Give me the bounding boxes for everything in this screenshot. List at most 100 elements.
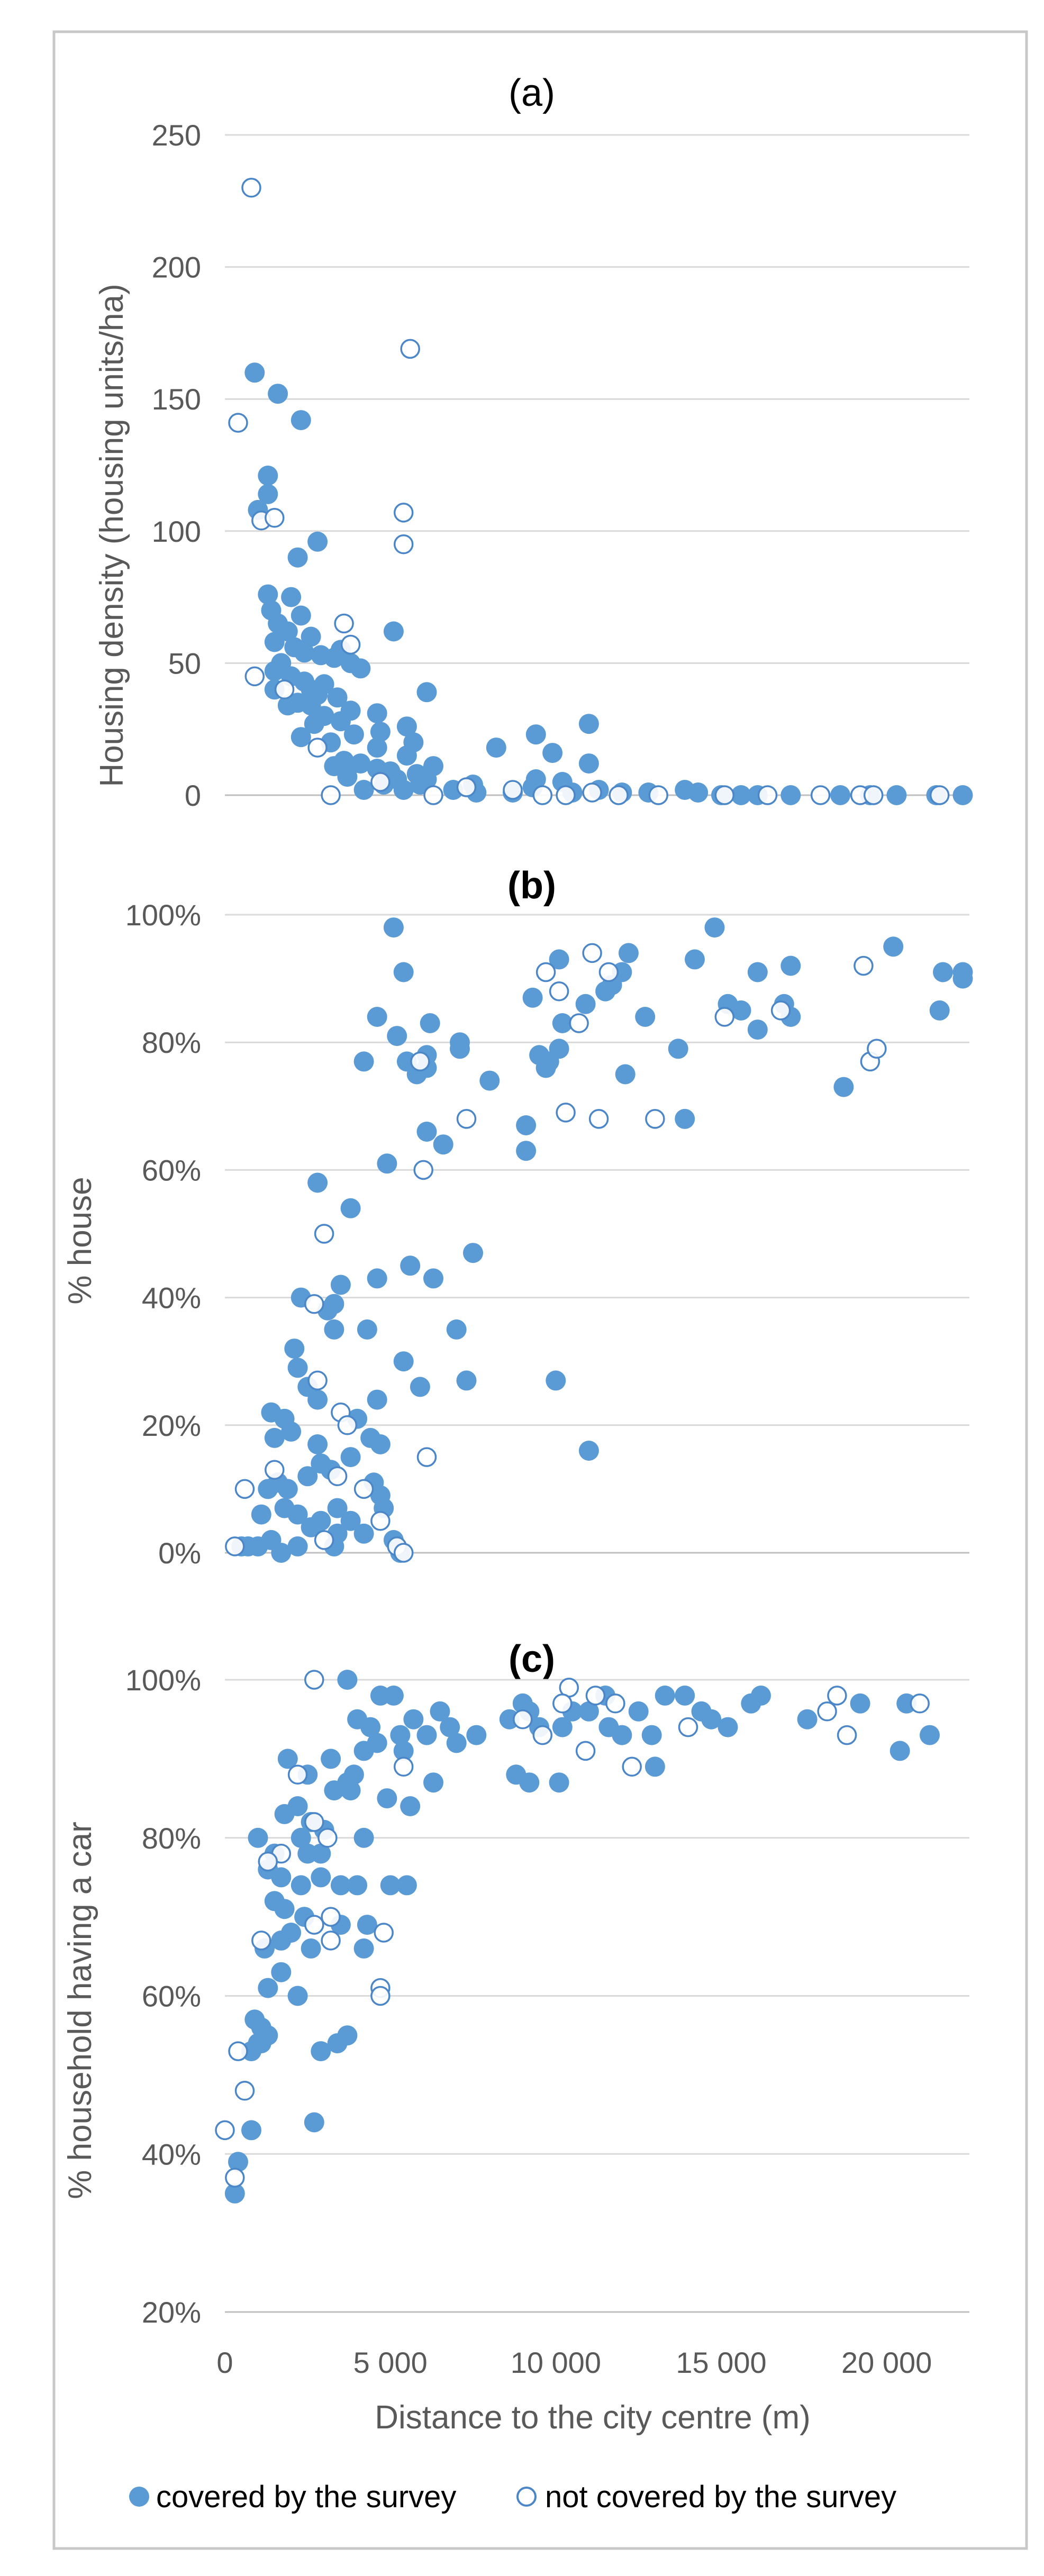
panel-a-point-covered [367, 703, 387, 724]
panel-c-point-covered [321, 1749, 341, 1769]
panel-b-point-covered [307, 1389, 328, 1410]
panel-a-point-covered [258, 484, 278, 504]
panel-c-point-covered [357, 1915, 377, 1935]
panel-c-point-covered [644, 1756, 665, 1777]
panel-a-point-not-covered [265, 508, 285, 528]
panel-c-point-covered [655, 1685, 675, 1706]
panel-c-point-covered [290, 1875, 311, 1896]
panel-b-point-not-covered [770, 1000, 791, 1021]
panel-b-point-not-covered [867, 1039, 887, 1059]
panel-a-point-covered [396, 745, 417, 766]
panel-c-point-not-covered [215, 2120, 235, 2141]
panel-c-point-covered [330, 1875, 351, 1896]
panel-c-point-covered [751, 1685, 771, 1706]
panel-a-y-ticks: 0 50 100 150 200 250 [152, 119, 201, 812]
panel-a-points [228, 178, 973, 805]
legend-not-covered-label: not covered by the survey [545, 2480, 896, 2514]
panel-b-point-covered [367, 1007, 387, 1027]
panel-a-point-covered [337, 767, 358, 787]
panel-b-point-not-covered [598, 962, 619, 982]
panel-c-x-ticks: 0 5 000 10 000 15 000 20 000 [216, 2346, 932, 2379]
panel-c-point-not-covered [552, 1694, 573, 1714]
panel-b-point-not-covered [370, 1510, 391, 1531]
panel-c-point-covered [430, 1701, 450, 1722]
panel-a-point-not-covered [582, 782, 602, 803]
panel-b-point-covered [287, 1536, 308, 1556]
panel-a-point-covered [290, 605, 311, 626]
panel-a-point-covered [383, 621, 404, 642]
panel-b-point-covered [410, 1377, 430, 1397]
panel-a-point-covered [578, 714, 599, 734]
panel-b-point-covered [578, 1441, 599, 1461]
panel-a-point-covered [343, 724, 364, 745]
panel-c-point-not-covered [321, 1907, 341, 1927]
panel-c-y-tick-label: 80% [142, 1822, 201, 1855]
panel-a-point-covered [268, 384, 288, 404]
panel-c-point-covered [304, 2112, 324, 2133]
panel-b-y-tick-label: 60% [142, 1153, 201, 1187]
panel-b-point-covered [340, 1198, 361, 1218]
panel-a-point-covered [416, 682, 437, 703]
panel-b-point-covered [353, 1051, 374, 1072]
panel-b-point-not-covered [416, 1447, 437, 1467]
panel-a-point-covered [258, 584, 278, 605]
panel-b-y-tick-label: 0% [158, 1536, 201, 1570]
panel-c-point-covered [641, 1725, 662, 1745]
panel-c-point-not-covered [370, 1986, 391, 2006]
panel-b-points [225, 917, 973, 1563]
panel-a-point-covered [525, 724, 546, 745]
panel-a-point-not-covered [400, 339, 420, 359]
panel-c-point-covered [271, 1962, 292, 1982]
panel-c-point-not-covered [605, 1694, 625, 1714]
panel-b-point-covered [685, 949, 705, 970]
panel-c-point-covered [353, 1938, 374, 1959]
panel-b-point-covered [516, 1115, 537, 1135]
panel-b-point-covered [340, 1510, 361, 1531]
panel-c-point-not-covered [304, 1915, 324, 1935]
panel-c-point-covered [920, 1725, 940, 1745]
panel-c-point-covered [423, 1772, 443, 1793]
panel-b-point-not-covered [327, 1466, 348, 1487]
panel-b-point-covered [433, 1134, 453, 1155]
panel-a-point-covered [688, 782, 709, 803]
panel-a-point-not-covered [648, 785, 668, 805]
panel-b-point-covered [456, 1370, 477, 1391]
panel-b-point-covered [393, 962, 414, 982]
panel-c-point-not-covered [251, 1931, 271, 1951]
panel-b-point-covered [330, 1275, 351, 1295]
panel-b-point-covered [463, 1243, 483, 1263]
panel-a-point-covered [330, 711, 351, 732]
panel-a-point-not-covered [929, 785, 950, 805]
panel-b-point-covered [423, 1268, 443, 1289]
panel-a-y-tick-label: 250 [152, 119, 201, 152]
panel-c-y-tick-label: 40% [142, 2137, 201, 2171]
panel-b-point-not-covered [307, 1370, 328, 1391]
legend: covered by the survey not covered by the… [129, 2480, 896, 2514]
panel-c-y-ticks: 20% 40% 60% 80% 100% [125, 1663, 201, 2329]
panel-c-point-not-covered [225, 2168, 245, 2188]
panel-a-point-covered [290, 410, 311, 431]
panel-b: (b) % house 0% 20% 40% 60% 80% 100% [62, 864, 973, 1570]
panel-b-point-covered [340, 1447, 361, 1468]
panel-c-point-not-covered [393, 1756, 414, 1777]
panel-b-point-covered [883, 936, 904, 957]
panel-b-point-not-covered [304, 1294, 324, 1314]
panel-c-point-covered [271, 1867, 292, 1888]
panel-b-point-not-covered [569, 1013, 589, 1033]
panel-b-point-covered [367, 1268, 387, 1289]
panel-a-point-not-covered [241, 178, 261, 198]
panel-a-point-not-covered [228, 413, 248, 433]
panel-b-y-tick-label: 80% [142, 1026, 201, 1059]
panel-b-point-not-covered [549, 981, 569, 1002]
panel-c-point-covered [416, 1725, 437, 1745]
panel-b-point-covered [952, 968, 973, 989]
legend-covered-marker [129, 2487, 149, 2507]
panel-a-point-not-covered [334, 613, 354, 634]
panel-c-point-not-covered [317, 1828, 338, 1848]
panel-b-point-not-covered [225, 1536, 245, 1556]
panel-c-point-covered [337, 1670, 358, 1690]
panel-a-point-covered [578, 753, 599, 774]
panel-b-point-not-covered [314, 1224, 334, 1244]
panel-b-point-covered [281, 1421, 302, 1442]
panel-a-point-covered [244, 362, 265, 383]
